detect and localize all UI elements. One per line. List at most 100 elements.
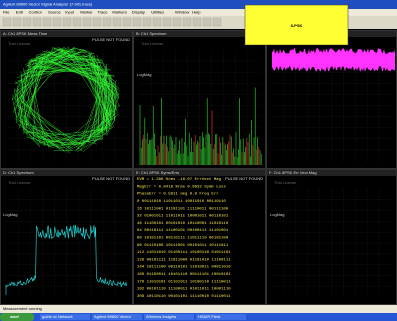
menu-item[interactable]: Display: [132, 10, 145, 15]
menu-item[interactable]: Trace: [97, 10, 108, 15]
toolbar-button[interactable]: [72, 17, 82, 27]
toolbar-button[interactable]: [152, 17, 162, 27]
menu-item[interactable]: Control: [29, 10, 42, 15]
table-row: 32 01001011 11011011 10001011 00110101: [137, 215, 229, 219]
constellation-trace: [19, 110, 25, 133]
panel-label: A: Ch1 8PSK Meas Time: [3, 31, 48, 36]
watermark: Trial License: [8, 41, 31, 46]
constellation-trace: [46, 50, 119, 97]
task-button[interactable]: [144, 314, 194, 320]
constellation-trace: [68, 53, 112, 124]
constellation-trace: [110, 115, 117, 129]
toolbar-button[interactable]: [12, 17, 22, 27]
menu-item[interactable]: Window: [175, 10, 189, 15]
toolbar-button[interactable]: [112, 17, 122, 27]
title-bar: [0, 0, 397, 9]
constellation-trace: [30, 48, 63, 63]
task-button[interactable]: [196, 314, 246, 320]
toolbar-button[interactable]: [62, 17, 72, 27]
table-row: PhaseErr = 0.5811 deg 0.0 Freq Err: [137, 192, 219, 197]
toolbar-button[interactable]: [42, 17, 52, 27]
start-label: start: [10, 314, 19, 319]
axis-label: LogMag: [137, 72, 151, 77]
table-row: 80 10101101 00110111 11011110 00101100: [137, 236, 229, 240]
panel-label: F: Ch1 8PSK Err Vect Mag: [269, 170, 317, 175]
toolbar-button[interactable]: [52, 17, 62, 27]
toolbar-button[interactable]: [172, 17, 182, 27]
constellation-trace: [20, 71, 28, 135]
constellation-trace: [78, 141, 84, 143]
menu-item[interactable]: Help: [192, 10, 201, 15]
task-button[interactable]: [40, 314, 90, 320]
constellation-trace: [93, 99, 115, 138]
constellation-trace: [79, 50, 105, 65]
constellation-trace: [15, 77, 22, 96]
toolbar-button[interactable]: [32, 17, 42, 27]
constellation-trace: [99, 63, 120, 95]
constellation-trace: [101, 74, 104, 131]
constellation-trace: [98, 129, 108, 135]
task-button[interactable]: [92, 314, 142, 320]
constellation-trace: [32, 59, 35, 64]
start-button[interactable]: [0, 313, 34, 321]
constellation-trace: [33, 135, 66, 145]
toolbar-button[interactable]: [142, 17, 152, 27]
constellation-trace: [33, 46, 57, 70]
constellation-trace: [18, 53, 65, 88]
toolbar-button[interactable]: [22, 17, 32, 27]
constellation-trace: [36, 55, 110, 87]
watermark: Trial License: [141, 41, 164, 46]
toolbar-button[interactable]: [92, 17, 102, 27]
constellation-trace: [67, 109, 113, 149]
toolbar-button[interactable]: [162, 17, 172, 27]
toolbar-button[interactable]: [122, 17, 132, 27]
constellation-trace: [19, 49, 85, 85]
toolbar-button[interactable]: [202, 17, 212, 27]
badge: [244, 4, 349, 46]
toolbar-button[interactable]: [212, 17, 222, 27]
menu-item[interactable]: Marker: [80, 10, 93, 15]
table-row: 144 10111100 00110101 11010011 00011010: [137, 266, 231, 270]
constellation-trace: [16, 115, 33, 139]
constellation-trace: [28, 51, 51, 61]
constellation-trace: [46, 127, 105, 144]
toolbar-button[interactable]: [182, 17, 192, 27]
constellation-trace: [67, 107, 111, 147]
axis-label: LogMag: [270, 212, 284, 217]
constellation-trace: [114, 87, 117, 122]
constellation-trace: [68, 52, 82, 56]
constellation-trace: [14, 81, 23, 88]
menu-item[interactable]: Utilities: [151, 10, 164, 15]
constellation-trace: [81, 70, 107, 147]
toolbar-button[interactable]: [2, 17, 12, 27]
menu-item[interactable]: Source: [48, 10, 61, 15]
panel-status: PULSE NOT FOUND: [92, 176, 130, 181]
constellation-trace: [14, 46, 76, 85]
cyan-trace: [5, 224, 128, 295]
menu-item[interactable]: File: [3, 10, 10, 15]
toolbar-button[interactable]: [132, 17, 142, 27]
watermark: Trial License: [8, 180, 31, 185]
toolbar-button[interactable]: [102, 17, 112, 27]
toolbar-button[interactable]: [192, 17, 202, 27]
status-bar: [0, 305, 397, 313]
constellation-trace: [37, 54, 102, 61]
panel: [0, 30, 133, 169]
constellation-trace: [70, 49, 109, 116]
panel-status: PULSE NOT FOUND: [225, 176, 263, 181]
constellation-trace: [13, 106, 18, 118]
constellation-trace: [40, 53, 88, 57]
table-row: 64 00110111 11100101 00100111 11101001: [137, 229, 229, 233]
constellation-trace: [65, 112, 118, 149]
constellation-trace: [110, 92, 116, 121]
menu-item[interactable]: Edit: [16, 10, 24, 15]
toolbar-button[interactable]: [82, 17, 92, 27]
constellation-trace: [74, 51, 117, 83]
menu-item[interactable]: Input: [65, 10, 75, 15]
constellation-trace: [92, 64, 101, 67]
menu-item[interactable]: Markers: [112, 10, 126, 15]
constellation-trace: [27, 65, 115, 77]
constellation-trace: [60, 50, 95, 54]
panel-header: [134, 31, 265, 37]
table-row: 112 11011010 01100111 10100110 01011101: [137, 251, 231, 255]
